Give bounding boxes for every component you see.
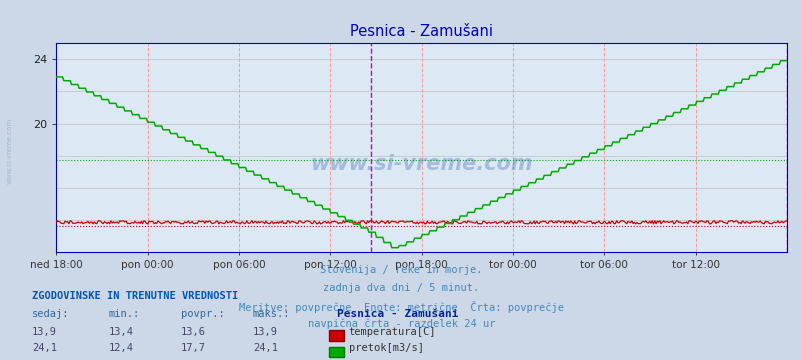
Text: 13,9: 13,9: [253, 327, 277, 337]
Text: min.:: min.:: [108, 309, 140, 319]
Text: pretok[m3/s]: pretok[m3/s]: [348, 343, 423, 353]
Text: www.si-vreme.com: www.si-vreme.com: [6, 118, 13, 184]
Text: Pesnica - Zamušani: Pesnica - Zamušani: [337, 309, 458, 319]
Text: 13,9: 13,9: [32, 327, 57, 337]
Text: povpr.:: povpr.:: [180, 309, 224, 319]
Text: Slovenija / reke in morje.: Slovenija / reke in morje.: [320, 265, 482, 275]
Text: maks.:: maks.:: [253, 309, 290, 319]
Title: Pesnica - Zamušani: Pesnica - Zamušani: [350, 24, 492, 39]
Text: navpična črta - razdelek 24 ur: navpična črta - razdelek 24 ur: [307, 319, 495, 329]
Text: 24,1: 24,1: [32, 343, 57, 353]
Text: ZGODOVINSKE IN TRENUTNE VREDNOSTI: ZGODOVINSKE IN TRENUTNE VREDNOSTI: [32, 291, 238, 301]
Text: 13,4: 13,4: [108, 327, 133, 337]
Text: 24,1: 24,1: [253, 343, 277, 353]
Text: 12,4: 12,4: [108, 343, 133, 353]
Text: www.si-vreme.com: www.si-vreme.com: [310, 154, 533, 174]
Text: 17,7: 17,7: [180, 343, 205, 353]
Text: 13,6: 13,6: [180, 327, 205, 337]
Text: sedaj:: sedaj:: [32, 309, 70, 319]
Text: zadnja dva dni / 5 minut.: zadnja dva dni / 5 minut.: [323, 283, 479, 293]
Text: Meritve: povprečne  Enote: metrične  Črta: povprečje: Meritve: povprečne Enote: metrične Črta:…: [239, 301, 563, 312]
Text: temperatura[C]: temperatura[C]: [348, 327, 435, 337]
